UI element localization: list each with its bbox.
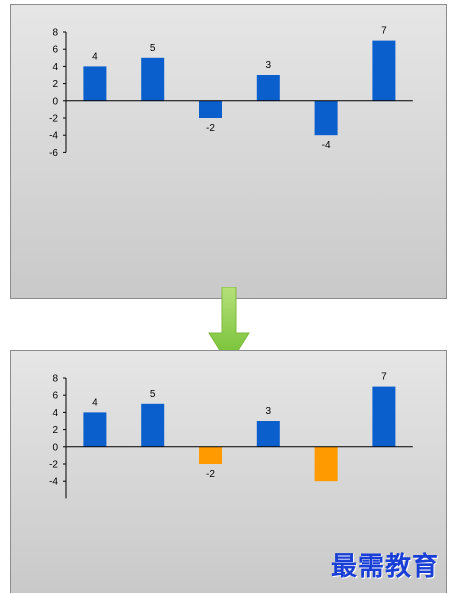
data-label: -2: [206, 123, 215, 134]
chart-panel-modified: 8 6 4 2 0 -2 -4 4 5 -2 3 7: [10, 350, 447, 593]
y-tick-label: -2: [49, 460, 58, 471]
watermark-text: 最需教育: [331, 552, 440, 582]
bar: [314, 100, 338, 136]
bar: [372, 386, 396, 447]
bar-chart-modified: 8 6 4 2 0 -2 -4 4 5 -2 3 7: [49, 372, 413, 499]
bar: [256, 421, 280, 447]
data-label: 4: [92, 51, 98, 62]
y-tick-label: 4: [52, 62, 58, 73]
data-label: 5: [150, 389, 156, 400]
data-label: 4: [92, 397, 98, 408]
chart-panel-original: 8 6 4 2 0 -2 -4 -6 4 5 -2 3 -4 7: [10, 4, 447, 299]
y-tick-label: 8: [52, 28, 58, 39]
data-label: 7: [381, 372, 387, 383]
data-label: -2: [206, 469, 215, 480]
data-label: 3: [266, 60, 272, 71]
y-tick-label: -2: [49, 114, 58, 125]
y-tick-label: 0: [52, 442, 58, 453]
data-label: -4: [322, 140, 331, 151]
y-tick-label: 6: [52, 391, 58, 402]
y-tick-label: -4: [49, 131, 58, 142]
bar: [199, 446, 222, 464]
y-tick-label: 8: [52, 374, 58, 385]
data-label: 5: [150, 43, 156, 54]
bar: [141, 57, 165, 101]
bar: [372, 40, 396, 101]
bar-chart-original: 8 6 4 2 0 -2 -4 -6 4 5 -2 3 -4 7: [49, 26, 413, 159]
y-tick-label: 2: [52, 79, 58, 90]
y-tick-label: 4: [52, 408, 58, 419]
bar: [83, 66, 107, 101]
bar: [83, 412, 107, 447]
y-tick-label: 2: [52, 425, 58, 436]
data-label: 7: [381, 26, 387, 37]
y-tick-label: -6: [49, 148, 58, 159]
data-label: 3: [266, 406, 272, 417]
down-arrow-icon: [208, 287, 250, 366]
bar: [314, 446, 338, 482]
bar: [256, 75, 280, 101]
bar: [141, 403, 165, 447]
y-tick-label: -4: [49, 477, 58, 488]
bar: [199, 100, 222, 118]
y-tick-label: 6: [52, 45, 58, 56]
y-tick-label: 0: [52, 96, 58, 107]
